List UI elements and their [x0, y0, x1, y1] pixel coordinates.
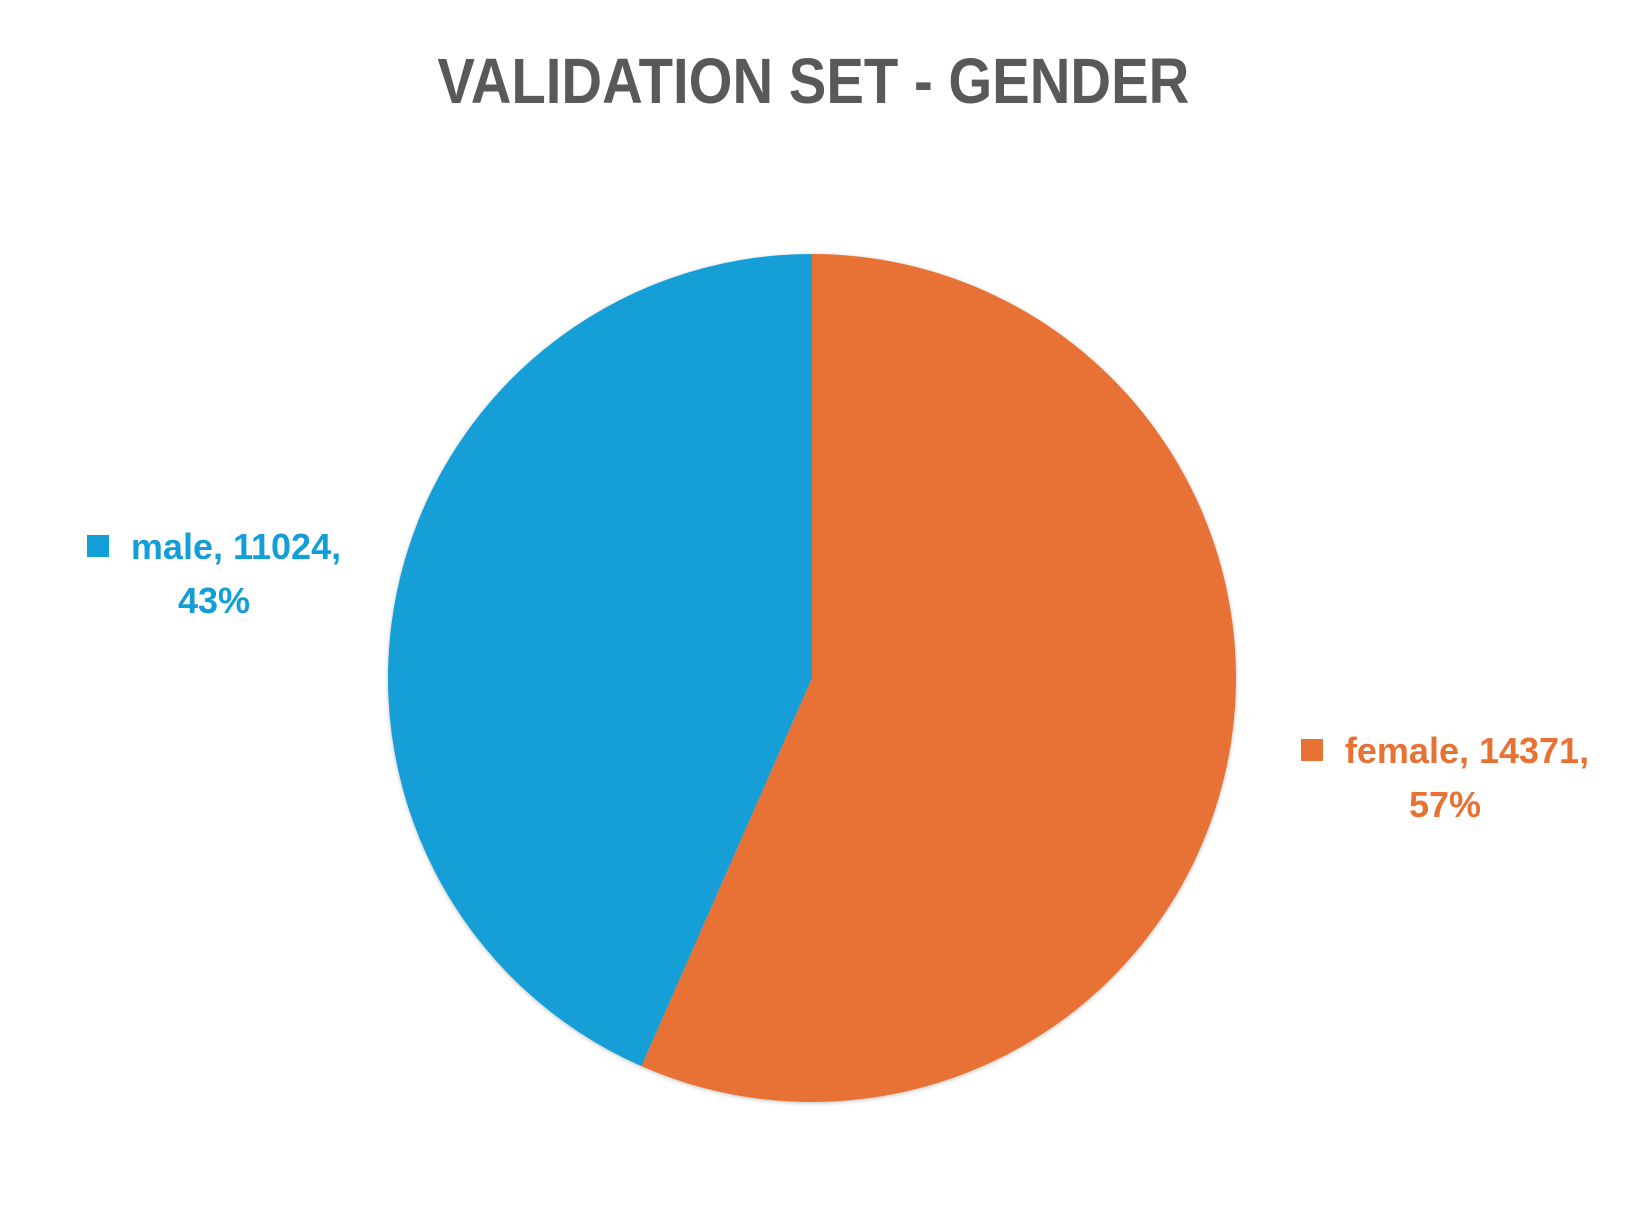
data-label-male: male, 11024, 43%: [64, 520, 364, 628]
male-swatch-icon: [86, 535, 109, 557]
data-label-male-line2: 43%: [177, 580, 251, 621]
data-label-male-line1: male, 11024,: [130, 526, 342, 567]
chart-title: VALIDATION SET - GENDER: [437, 45, 1190, 117]
data-label-female-line1: female, 14371,: [1344, 730, 1590, 771]
data-label-female: female, 14371, 57%: [1275, 724, 1615, 832]
female-swatch-icon: [1300, 739, 1323, 761]
data-label-female-line2: 57%: [1408, 784, 1482, 825]
pie-slice-male: [388, 254, 812, 1067]
pie-slice-female: [641, 254, 1237, 1102]
